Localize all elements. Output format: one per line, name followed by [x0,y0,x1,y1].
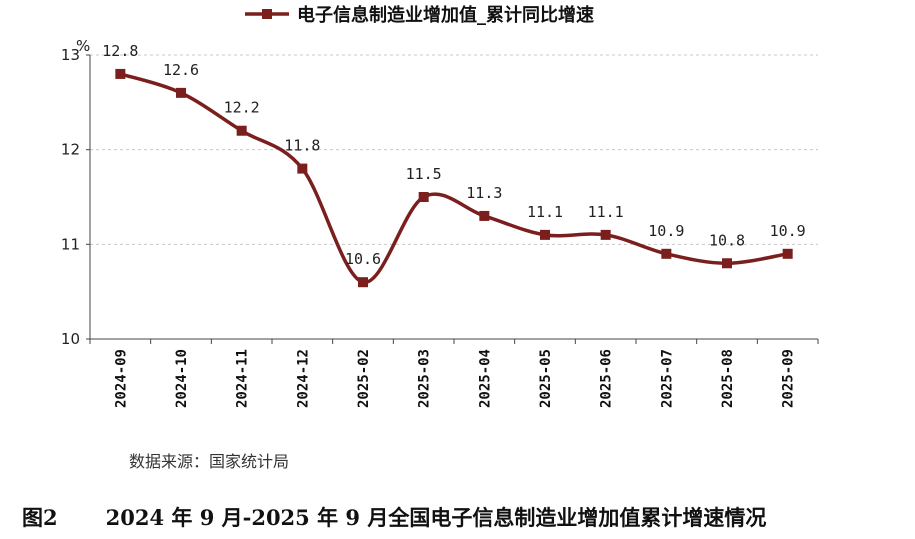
x-tick-label: 2024-09 [113,349,129,408]
data-label: 11.3 [466,184,502,202]
x-tick-label: 2025-04 [477,349,493,408]
data-labels: 12.8 12.6 12.2 11.8 10.6 11.5 11.3 11.1 11.1 10.9… [102,42,805,268]
x-tick-label: 2024-10 [174,349,190,408]
data-point [115,68,126,79]
data-point [600,229,611,240]
data-point [297,163,308,174]
data-label: 10.9 [770,222,806,240]
data-points [115,68,793,288]
data-label: 11.1 [588,203,624,221]
x-tick-label: 2025-06 [599,349,615,408]
y-tick-label: 13 [61,46,80,64]
source-note: 数据来源：国家统计局 [129,452,290,471]
y-tick-label: 10 [61,330,80,348]
data-point [479,210,490,221]
x-tick-label: 2025-07 [659,349,675,408]
data-point [418,192,429,202]
axes: 10 11 12 13% 2024-09 2024-10 2024-11 2024-12 202… [61,37,819,408]
y-unit-label: % [76,37,90,55]
data-label: 11.1 [527,203,563,221]
data-label: 10.8 [709,231,745,249]
data-point [782,248,793,259]
data-label: 12.2 [224,99,260,117]
series-line-layer [119,72,788,284]
data-label: 11.8 [284,137,320,155]
legend-label: 电子信息制造业增加值_累计同比增速 [297,4,594,26]
legend: 电子信息制造业增加值_累计同比增速 [245,4,594,26]
data-label: 10.9 [648,222,684,240]
figure-number: 图2 [22,505,58,530]
x-tick-label: 2024-12 [295,349,311,408]
y-tick-label: 11 [61,235,80,253]
x-tick-label: 2025-05 [538,349,554,408]
line-chart: 10 11 12 13% 2024-09 2024-10 2024-11 2024-12 202… [61,4,819,408]
data-label: 12.6 [163,61,199,79]
figure-title: 2024 年 9 月-2025 年 9 月全国电子信息制造业增加值累计增速情况 [105,505,767,530]
x-tick-label: 2025-03 [417,349,433,408]
x-tick-label: 2025-09 [781,349,797,408]
series-line [119,72,788,284]
data-point [540,229,550,240]
figure-caption: 图2 2024 年 9 月-2025 年 9 月全国电子信息制造业增加值累计增速情… [22,502,766,532]
data-point [722,258,732,269]
x-tick-label: 2025-02 [356,349,372,408]
data-label: 12.8 [102,42,138,60]
y-tick-label: 12 [61,141,80,159]
data-label: 11.5 [406,165,442,183]
data-point [661,248,672,259]
x-tick-label: 2024-11 [235,349,251,408]
data-point [236,125,247,136]
legend-marker [262,9,272,19]
gridlines [90,54,818,245]
data-point [358,277,368,288]
data-label: 10.6 [345,250,381,268]
data-point [176,87,186,98]
x-tick-label: 2025-08 [720,349,736,408]
